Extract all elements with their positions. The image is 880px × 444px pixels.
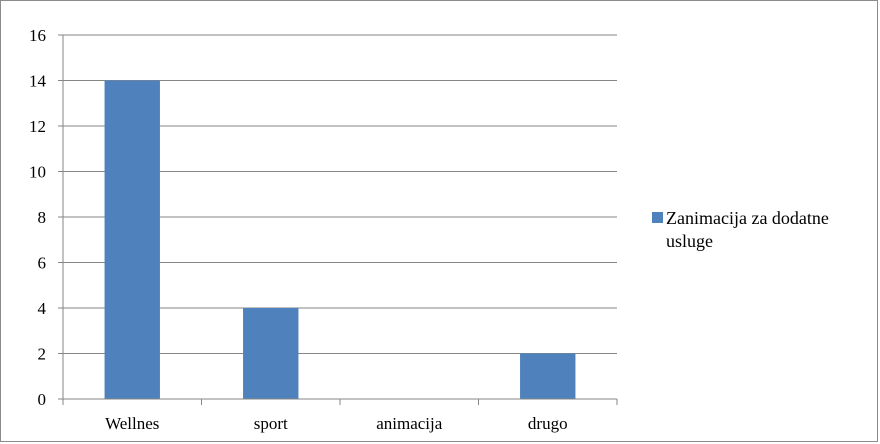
- bars: [104, 80, 576, 399]
- legend-swatch: [652, 212, 663, 223]
- y-tick-label: 14: [29, 72, 47, 91]
- bar-sport: [243, 308, 299, 399]
- y-tick-label: 8: [38, 208, 47, 227]
- y-tick-label: 10: [29, 163, 46, 182]
- x-tick-label: drugo: [528, 414, 568, 433]
- y-tick-label: 16: [29, 26, 46, 45]
- legend-label-line-1: Zanimacija za dodatne: [666, 208, 829, 228]
- y-tick-label: 0: [38, 390, 47, 409]
- y-tick-label: 2: [38, 345, 47, 364]
- y-tick-label: 4: [38, 299, 47, 318]
- y-tick-label: 12: [29, 117, 46, 136]
- legend: Zanimacija za dodatne usluge: [652, 208, 829, 251]
- x-tick-label: Wellnes: [105, 414, 159, 433]
- x-tick-label: sport: [254, 414, 288, 433]
- bar-Wellnes: [104, 80, 160, 399]
- tick-labels: 0 2 4 6 8 10 12 14 16 Wellnes sport animacija drugo: [29, 26, 568, 433]
- legend-label-line-2: usluge: [666, 231, 713, 251]
- axes: [58, 34, 618, 405]
- x-tick-label: animacija: [376, 414, 443, 433]
- y-tick-label: 6: [38, 254, 47, 273]
- bar-drugo: [520, 353, 576, 399]
